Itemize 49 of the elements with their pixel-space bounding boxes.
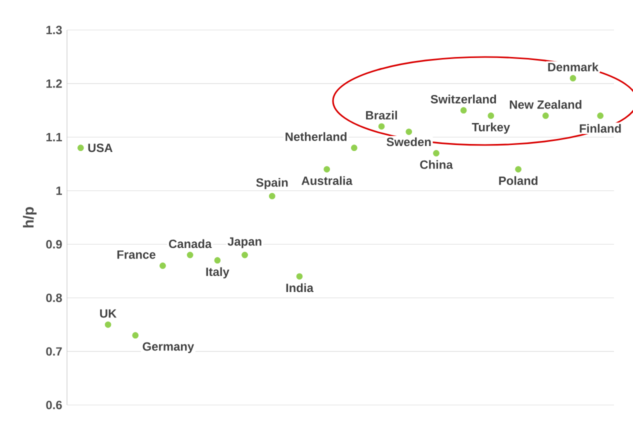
- y-tick-label: 1: [56, 186, 62, 195]
- point: [104, 321, 112, 328]
- series-label: Denmark: [548, 62, 599, 72]
- series-label: Switzerland: [430, 94, 496, 104]
- series-label: Spain: [256, 178, 288, 190]
- series-label: France: [117, 250, 156, 259]
- point: [350, 144, 358, 152]
- point: [597, 112, 604, 119]
- series-label: UK: [100, 309, 117, 318]
- series-label: Japan: [228, 237, 262, 248]
- y-tick-label: 1.2: [46, 79, 62, 88]
- point: [296, 273, 303, 280]
- point: [515, 166, 522, 172]
- series-label: Brazil: [366, 110, 397, 120]
- series-label: Netherland: [286, 132, 346, 141]
- point: [488, 112, 494, 119]
- series-label: USA: [88, 144, 112, 152]
- series-label: Turkey: [472, 122, 510, 134]
- series-label: Italy: [206, 267, 230, 278]
- series-label: China: [420, 160, 453, 169]
- point: [77, 144, 84, 152]
- point: [378, 123, 385, 130]
- point: [132, 332, 139, 339]
- series-label: Canada: [168, 239, 212, 248]
- point: [242, 252, 248, 258]
- point: [406, 128, 412, 135]
- y-axis-title: h/p: [22, 207, 37, 228]
- point: [433, 150, 440, 156]
- point: [570, 75, 576, 82]
- point: [214, 257, 221, 264]
- y-tick-label: 0.8: [46, 294, 62, 302]
- y-tick-label: 0.6: [46, 400, 62, 410]
- y-tick-label: 0.9: [46, 240, 62, 249]
- series-label: India: [286, 283, 314, 292]
- y-tick-label: 0.7: [46, 347, 62, 356]
- series-label: Finland: [580, 124, 621, 133]
- y-tick-label: 1.1: [46, 133, 62, 142]
- point: [460, 107, 467, 114]
- point: [324, 166, 330, 172]
- series-label: Germany: [142, 342, 194, 354]
- series-label: Sweden: [386, 137, 431, 146]
- series-label: New Zealand: [510, 100, 582, 109]
- series-label: Poland: [499, 176, 538, 185]
- y-tick-label: 1.3: [46, 26, 62, 34]
- series-label: Australia: [302, 176, 352, 185]
- point: [186, 252, 194, 258]
- point: [542, 112, 549, 119]
- point: [160, 262, 166, 269]
- point: [268, 192, 276, 200]
